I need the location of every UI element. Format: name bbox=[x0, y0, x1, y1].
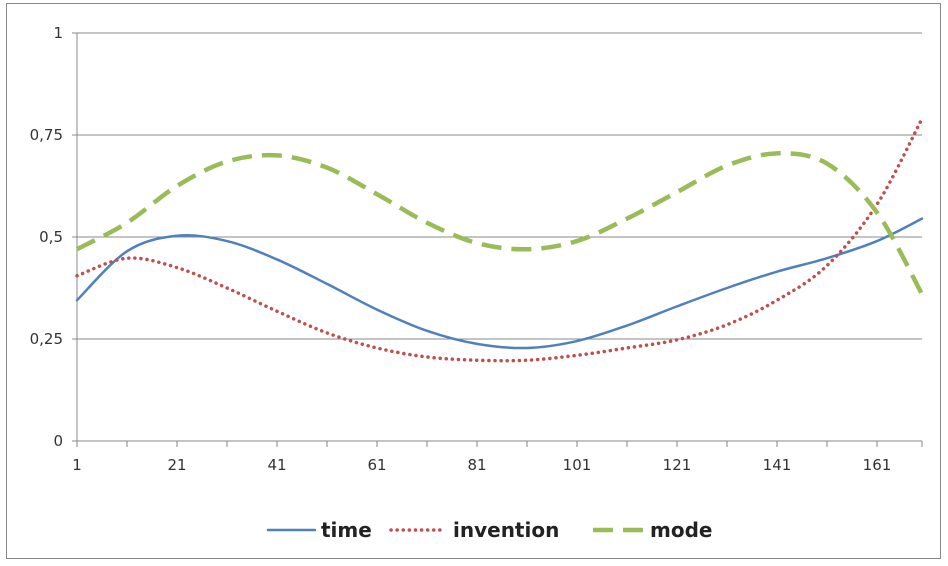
x-tick-label: 1 bbox=[72, 456, 82, 474]
series-line-time bbox=[75, 217, 924, 350]
x-tick-label: 121 bbox=[663, 456, 692, 474]
legend: time invention mode bbox=[266, 518, 712, 542]
y-tick-label: 1 bbox=[53, 24, 63, 42]
x-tick-label: 61 bbox=[367, 456, 386, 474]
series-line-mode bbox=[75, 151, 924, 296]
series-line-invention bbox=[75, 116, 924, 363]
chart-frame bbox=[6, 3, 941, 559]
y-tick-label: 0,25 bbox=[30, 330, 63, 348]
x-tick-label: 41 bbox=[267, 456, 286, 474]
x-tick-label: 21 bbox=[167, 456, 186, 474]
x-tick-label: 161 bbox=[863, 456, 892, 474]
y-tick-label: 0,75 bbox=[30, 126, 63, 144]
x-tick-label: 101 bbox=[563, 456, 592, 474]
x-tick-label: 141 bbox=[763, 456, 792, 474]
gridlines bbox=[77, 32, 922, 340]
series-lines bbox=[75, 116, 924, 363]
x-tick-label: 81 bbox=[467, 456, 486, 474]
y-tick-label: 0 bbox=[53, 432, 63, 450]
legend-label-invention: invention bbox=[453, 518, 559, 542]
y-tick-label: 0,5 bbox=[39, 228, 63, 246]
legend-label-mode: mode bbox=[650, 518, 712, 542]
legend-label-time: time bbox=[321, 518, 372, 542]
